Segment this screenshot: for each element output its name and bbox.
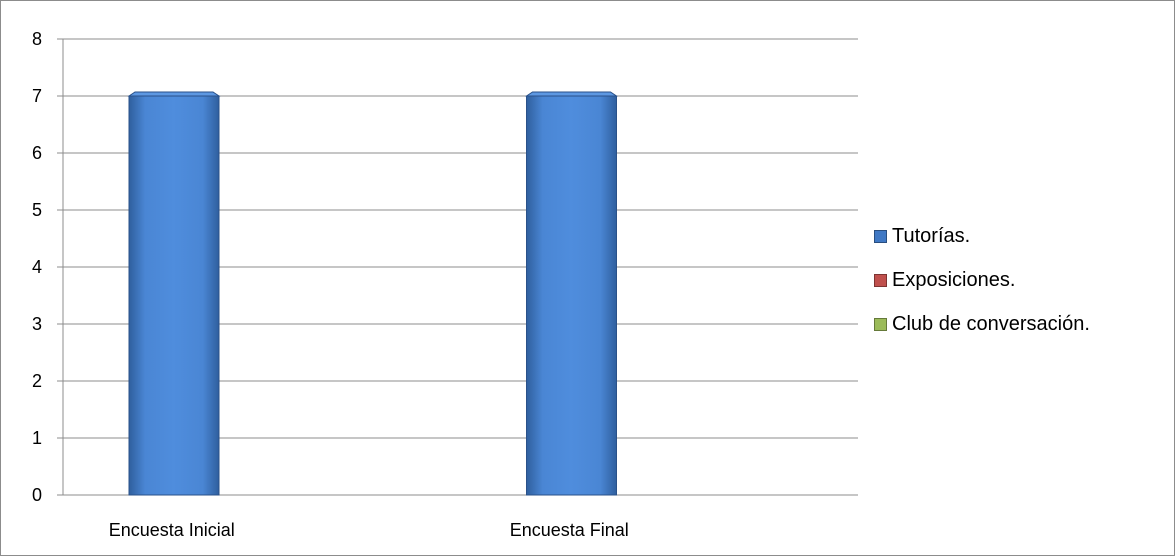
legend-label: Exposiciones. bbox=[892, 268, 1016, 291]
x-axis-labels: Encuesta Inicial Encuesta Final bbox=[109, 520, 629, 540]
legend-swatch-icon bbox=[874, 317, 887, 331]
y-tick-label: 8 bbox=[32, 29, 42, 49]
legend-item: Exposiciones. bbox=[874, 267, 1090, 293]
bar-cap bbox=[127, 91, 221, 97]
y-tick-label: 5 bbox=[32, 200, 42, 220]
y-tick-label: 2 bbox=[32, 371, 42, 391]
legend-swatch-icon bbox=[874, 273, 887, 287]
y-tick-label: 7 bbox=[32, 86, 42, 106]
y-tick-label: 3 bbox=[32, 314, 42, 334]
y-tick-label: 0 bbox=[32, 485, 42, 505]
legend-label: Tutorías. bbox=[892, 224, 971, 247]
legend-item: Club de conversación. bbox=[874, 311, 1090, 337]
legend-item: Tutorías. bbox=[874, 223, 1090, 249]
bars bbox=[127, 91, 619, 496]
x-category-label: Encuesta Final bbox=[510, 520, 629, 540]
legend-label: Club de conversación. bbox=[892, 312, 1090, 335]
bar-Tutorías.-Encuesta Final bbox=[526, 95, 617, 496]
bar-Tutorías.-Encuesta Inicial bbox=[128, 95, 220, 496]
legend: Tutorías. Exposiciones. Club de conversaci… bbox=[874, 223, 1090, 355]
y-tick-label: 6 bbox=[32, 143, 42, 163]
legend-swatch-icon bbox=[874, 229, 887, 243]
x-category-label: Encuesta Inicial bbox=[109, 520, 235, 540]
y-axis-ticks: 0 1 2 3 4 5 6 7 8 bbox=[32, 29, 63, 505]
bar-cap bbox=[524, 91, 619, 97]
y-tick-label: 1 bbox=[32, 428, 42, 448]
y-tick-label: 4 bbox=[32, 257, 42, 277]
